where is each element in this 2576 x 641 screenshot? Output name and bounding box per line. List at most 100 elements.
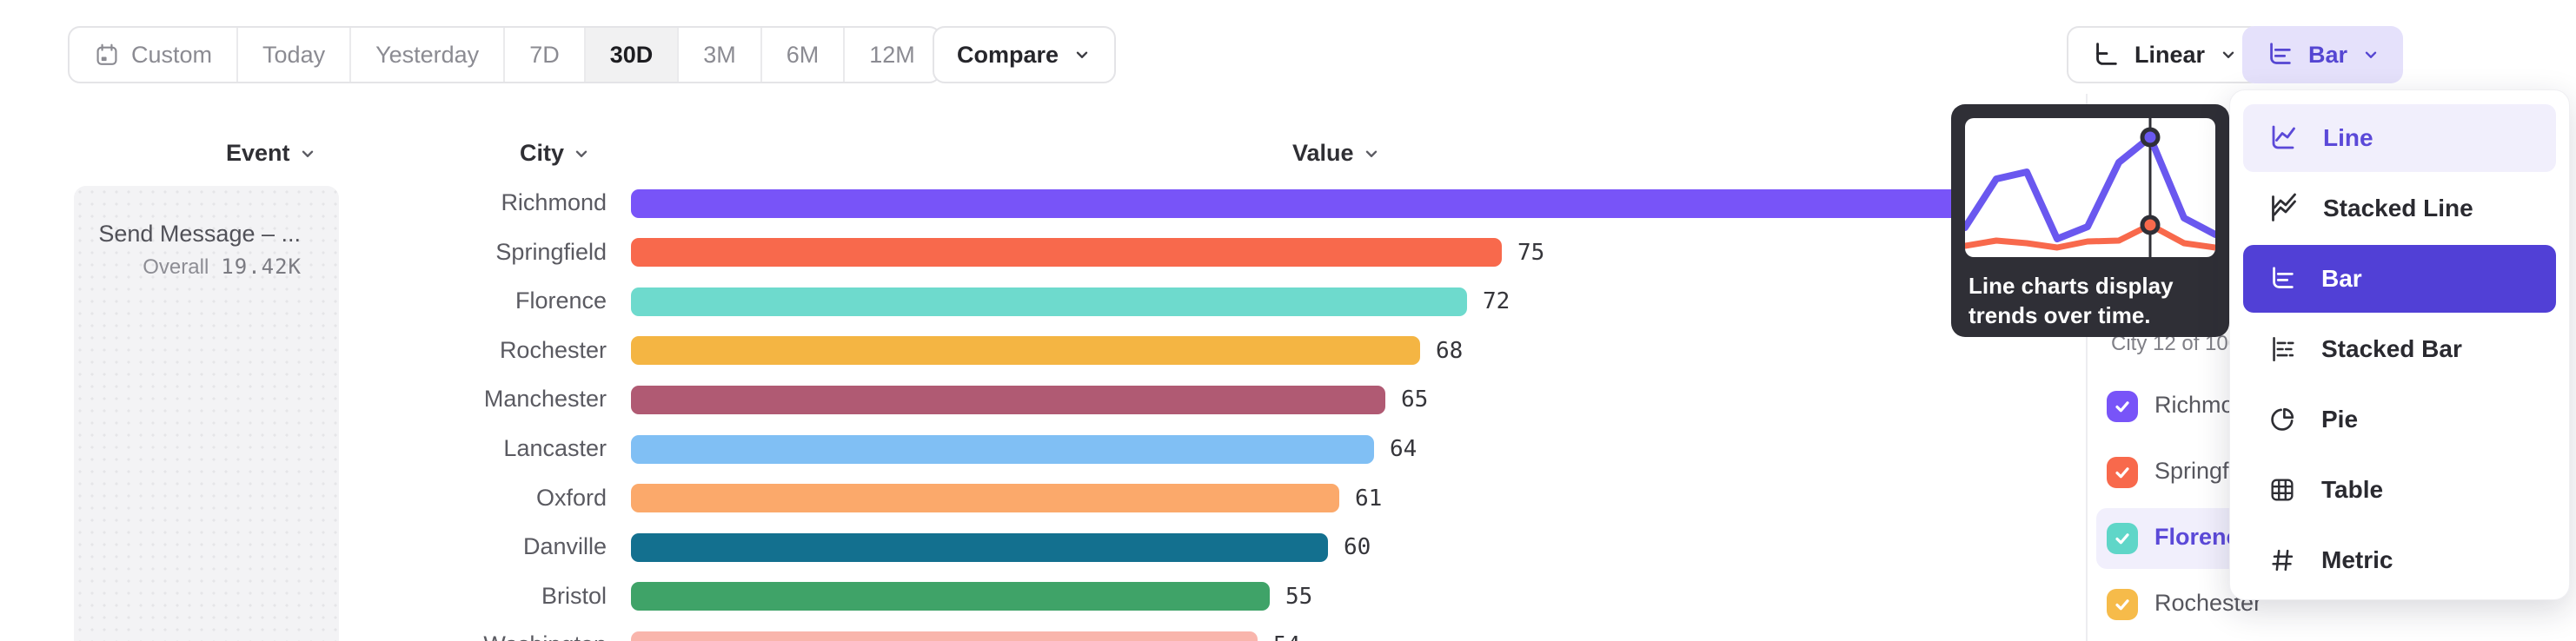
column-header-event[interactable]: Event bbox=[226, 140, 317, 167]
menu-item-label: Pie bbox=[2321, 406, 2359, 433]
legend-checkbox-springfield[interactable] bbox=[2107, 457, 2138, 488]
bar-florence[interactable] bbox=[631, 287, 1467, 316]
bar-lancaster[interactable] bbox=[631, 434, 1374, 464]
bar-washington[interactable] bbox=[631, 631, 1258, 641]
bar-category-label: Oxford bbox=[535, 484, 607, 511]
chevron-down-icon bbox=[1362, 144, 1381, 163]
menu-item-bar[interactable]: Bar bbox=[2243, 245, 2556, 313]
bar-category-label: Bristol bbox=[541, 582, 607, 609]
bar-category-label: Manchester bbox=[483, 386, 607, 413]
menu-item-line[interactable]: Line bbox=[2243, 104, 2556, 172]
column-header-city-label: City bbox=[520, 140, 565, 166]
menu-item-label: Bar bbox=[2321, 265, 2362, 292]
tooltip-line-chart-preview bbox=[1965, 118, 2215, 257]
date-range-7d[interactable]: 7D bbox=[505, 28, 586, 82]
pie-chart-icon bbox=[2267, 405, 2297, 434]
bar-value-label: 61 bbox=[1355, 485, 1383, 512]
date-range-label: 12M bbox=[869, 41, 915, 68]
bar-manchester[interactable] bbox=[631, 385, 1385, 414]
date-range-label: Today bbox=[262, 41, 326, 68]
bar-category-label: Washington bbox=[320, 631, 607, 641]
check-icon bbox=[2112, 462, 2133, 483]
date-range-label: Custom bbox=[131, 41, 213, 68]
line-chart-icon bbox=[2267, 122, 2299, 154]
bar-category-label: Richmond bbox=[501, 189, 607, 215]
chevron-down-icon bbox=[298, 144, 317, 163]
date-range-custom[interactable]: Custom bbox=[70, 28, 239, 82]
bar-chart-icon bbox=[2265, 40, 2294, 69]
date-range-label: 7D bbox=[529, 41, 560, 68]
menu-item-label: Stacked Line bbox=[2323, 195, 2473, 221]
date-range-30d[interactable]: 30D bbox=[585, 28, 680, 82]
column-header-event-label: Event bbox=[226, 140, 290, 166]
calendar-icon bbox=[94, 42, 120, 68]
chart-type-menu: Line Stacked Line Bar Stacked Bar Pie Table Me… bbox=[2229, 89, 2570, 600]
tooltip-text: Line charts display trends over time. bbox=[1969, 273, 2174, 328]
date-range-12m[interactable]: 12M bbox=[845, 28, 939, 82]
date-range-segmented-control: Custom Today Yesterday 7D 30D 3M 6M 12M bbox=[68, 26, 941, 83]
bar-category-label: Danville bbox=[522, 533, 607, 560]
date-range-label: 3M bbox=[703, 41, 736, 68]
bar-value-label: 64 bbox=[1390, 436, 1417, 462]
bar-value-label: 68 bbox=[1436, 337, 1464, 364]
bar-danville[interactable] bbox=[631, 532, 1328, 562]
linear-scale-icon bbox=[2091, 40, 2121, 69]
column-header-city[interactable]: City bbox=[520, 140, 591, 167]
bar-richmond[interactable] bbox=[631, 188, 2082, 218]
menu-item-stacked-bar[interactable]: Stacked Bar bbox=[2243, 315, 2556, 383]
menu-item-metric[interactable]: Metric bbox=[2243, 526, 2556, 594]
event-name: Send Message – ... bbox=[98, 221, 301, 247]
menu-item-stacked-line[interactable]: Stacked Line bbox=[2243, 175, 2556, 242]
bar-category-label: Springfield bbox=[495, 238, 607, 265]
column-header-value[interactable]: Value bbox=[1292, 140, 1381, 167]
line-chart-preview-icon bbox=[1965, 118, 2215, 257]
event-card[interactable]: Send Message – ... Overall 19.42K bbox=[74, 186, 339, 641]
bar-rochester[interactable] bbox=[631, 336, 1420, 366]
stacked-bar-icon bbox=[2267, 334, 2297, 364]
bar-bristol[interactable] bbox=[631, 582, 1270, 611]
metric-icon bbox=[2267, 545, 2297, 575]
bar-category-label: Florence bbox=[515, 287, 607, 314]
scale-button-label: Linear bbox=[2134, 41, 2206, 68]
date-range-label: Yesterday bbox=[375, 41, 480, 68]
bar-value-label: 60 bbox=[1344, 534, 1371, 561]
menu-item-label: Line bbox=[2323, 124, 2374, 151]
stacked-line-icon bbox=[2267, 193, 2299, 224]
chart-type-tooltip: Line charts display trends over time. bbox=[1951, 104, 2242, 337]
compare-button-label: Compare bbox=[957, 41, 1059, 68]
legend-checkbox-florence[interactable] bbox=[2107, 523, 2138, 554]
menu-item-pie[interactable]: Pie bbox=[2243, 386, 2556, 453]
bar-category-label: Rochester bbox=[499, 336, 607, 363]
bar-value-label: 75 bbox=[1517, 239, 1545, 266]
date-range-today[interactable]: Today bbox=[238, 28, 352, 82]
legend-checkbox-rochester[interactable] bbox=[2107, 589, 2138, 620]
column-header-value-label: Value bbox=[1292, 140, 1354, 166]
bar-oxford[interactable] bbox=[631, 484, 1339, 513]
menu-item-label: Table bbox=[2321, 476, 2384, 503]
bar-chart-icon bbox=[2267, 264, 2297, 294]
event-overall: Overall 19.42K bbox=[143, 254, 302, 280]
chart-type-bar-button[interactable]: Bar bbox=[2242, 26, 2404, 83]
check-icon bbox=[2112, 594, 2133, 615]
chevron-down-icon bbox=[572, 144, 591, 163]
date-range-yesterday[interactable]: Yesterday bbox=[351, 28, 506, 82]
menu-item-table[interactable]: Table bbox=[2243, 456, 2556, 524]
date-range-6m[interactable]: 6M bbox=[762, 28, 846, 82]
chevron-down-icon bbox=[1072, 45, 1092, 64]
compare-button[interactable]: Compare bbox=[933, 26, 1117, 83]
date-range-3m[interactable]: 3M bbox=[679, 28, 762, 82]
legend-checkbox-richmond[interactable] bbox=[2107, 391, 2138, 422]
bar-category-label: Lancaster bbox=[503, 435, 607, 461]
chevron-down-icon bbox=[2361, 45, 2380, 64]
bar-value-label: 65 bbox=[1401, 387, 1429, 413]
chevron-down-icon bbox=[2219, 45, 2238, 64]
table-icon bbox=[2267, 475, 2297, 505]
menu-item-label: Stacked Bar bbox=[2321, 335, 2462, 362]
bar-springfield[interactable] bbox=[631, 238, 1502, 268]
bar-value-label: 55 bbox=[1285, 583, 1313, 610]
chart-type-button-label: Bar bbox=[2308, 41, 2348, 68]
check-icon bbox=[2112, 528, 2133, 549]
overall-label: Overall bbox=[143, 255, 209, 279]
